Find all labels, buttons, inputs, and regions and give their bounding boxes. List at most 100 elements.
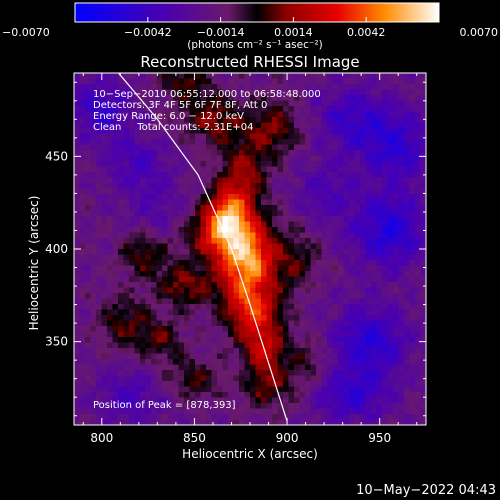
heatmap-cell: [200, 139, 207, 145]
heatmap-cell: [90, 381, 97, 387]
heatmap-cell: [250, 298, 256, 305]
heatmap-cell: [354, 238, 361, 244]
heatmap-cell: [299, 337, 306, 343]
heatmap-cell: [162, 78, 168, 85]
heatmap-cell: [107, 397, 113, 404]
heatmap-cell: [255, 150, 262, 156]
heatmap-cell: [156, 205, 163, 211]
heatmap-cell: [409, 353, 416, 360]
heatmap-cell: [74, 359, 80, 365]
heatmap-cell: [277, 370, 284, 376]
heatmap-cell: [134, 177, 141, 184]
heatmap-cell: [365, 359, 372, 365]
heatmap-cell: [228, 337, 234, 343]
annotation-time-range: 10−Sep−2010 06:55:12.000 to 06:58:48.000: [93, 89, 321, 100]
heatmap-cell: [178, 232, 185, 239]
heatmap-cell: [178, 320, 185, 327]
heatmap-cell: [244, 166, 251, 173]
heatmap-cell: [156, 249, 163, 255]
heatmap-cell: [354, 359, 361, 365]
heatmap-cell: [123, 166, 130, 173]
heatmap-cell: [107, 95, 113, 101]
heatmap-cell: [365, 243, 372, 250]
heatmap-cell: [371, 150, 377, 156]
heatmap-cell: [327, 166, 333, 173]
heatmap-cell: [228, 188, 234, 195]
heatmap-cell: [360, 320, 366, 327]
heatmap-cell: [167, 326, 174, 332]
heatmap-cell: [371, 386, 377, 393]
heatmap-cell: [343, 419, 350, 425]
heatmap-cell: [338, 177, 344, 184]
heatmap-cell: [79, 188, 86, 195]
heatmap-cell: [244, 205, 251, 211]
heatmap-cell: [118, 298, 124, 305]
heatmap-cell: [299, 408, 306, 415]
heatmap-cell: [167, 78, 174, 85]
heatmap-cell: [134, 337, 141, 343]
heatmap-cell: [288, 298, 295, 305]
heatmap-cell: [398, 414, 405, 420]
heatmap-cell: [409, 95, 416, 101]
heatmap-cell: [250, 95, 256, 101]
heatmap-cell: [365, 414, 372, 420]
heatmap-cell: [283, 216, 289, 222]
heatmap-cell: [217, 320, 223, 327]
heatmap-cell: [151, 359, 157, 365]
heatmap-cell: [393, 359, 399, 365]
heatmap-cell: [371, 331, 377, 338]
heatmap-cell: [310, 183, 317, 189]
heatmap-cell: [393, 210, 399, 217]
heatmap-cell: [79, 359, 86, 365]
heatmap-cell: [90, 177, 97, 184]
heatmap-cell: [184, 95, 190, 101]
heatmap-cell: [299, 216, 306, 222]
heatmap-cell: [382, 150, 388, 156]
heatmap-cell: [283, 84, 289, 90]
heatmap-cell: [404, 298, 410, 305]
heatmap-cell: [123, 260, 130, 266]
heatmap-cell: [420, 309, 426, 316]
heatmap-cell: [151, 419, 157, 425]
heatmap-cell: [228, 392, 234, 398]
heatmap-cell: [217, 183, 223, 189]
heatmap-cell: [140, 150, 146, 156]
heatmap-cell: [162, 144, 168, 151]
heatmap-cell: [118, 265, 124, 272]
heatmap-cell: [79, 304, 86, 310]
heatmap-cell: [409, 227, 416, 233]
heatmap-cell: [349, 260, 355, 266]
heatmap-cell: [112, 243, 119, 250]
heatmap-cell: [288, 364, 295, 371]
heatmap-cell: [398, 78, 405, 85]
heatmap-cell: [360, 111, 366, 118]
heatmap-cell: [167, 375, 174, 382]
heatmap-cell: [266, 254, 273, 261]
heatmap-cell: [200, 309, 207, 316]
heatmap-cell: [178, 243, 185, 250]
heatmap-cell: [354, 227, 361, 233]
heatmap-cell: [123, 381, 130, 387]
heatmap-cell: [107, 315, 113, 321]
heatmap-cell: [112, 111, 119, 118]
heatmap-cell: [404, 183, 410, 189]
heatmap-cell: [415, 128, 421, 134]
heatmap-cell: [360, 84, 366, 90]
heatmap-cell: [173, 326, 179, 332]
heatmap-cell: [283, 111, 289, 118]
heatmap-cell: [387, 194, 394, 200]
heatmap-cell: [189, 199, 196, 206]
heatmap-cell: [327, 139, 333, 145]
heatmap-cell: [294, 353, 300, 360]
heatmap-cell: [123, 122, 130, 129]
heatmap-cell: [206, 287, 212, 294]
heatmap-cell: [316, 386, 322, 393]
heatmap-cell: [211, 106, 218, 112]
heatmap-cell: [266, 348, 273, 354]
heatmap-cell: [371, 166, 377, 173]
heatmap-cell: [112, 194, 119, 200]
heatmap-cell: [409, 111, 416, 118]
heatmap-cell: [96, 106, 102, 112]
heatmap-cell: [398, 216, 405, 222]
heatmap-cell: [156, 84, 163, 90]
